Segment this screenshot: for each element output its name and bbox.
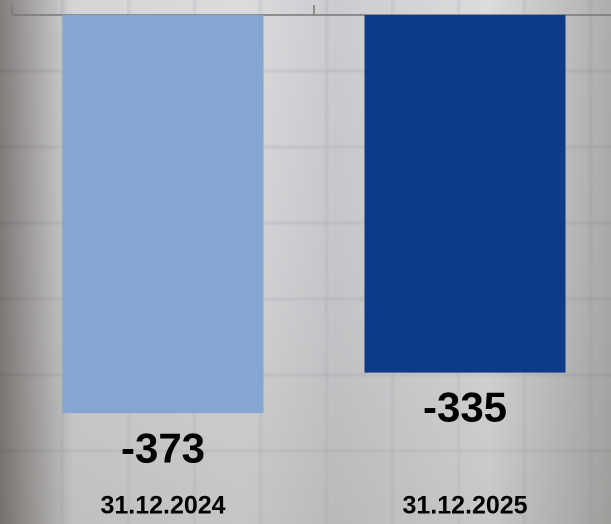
chart: -373 31.12.2024 -335 31.12.2025: [0, 0, 611, 524]
value-label: -335: [423, 384, 507, 431]
value-label: -373: [121, 424, 205, 471]
bar: [63, 15, 264, 413]
x-tick-label: 31.12.2025: [402, 492, 527, 520]
x-tick-label: 31.12.2024: [100, 492, 225, 520]
bar: [365, 15, 566, 373]
screen: -373 31.12.2024 -335 31.12.2025: [0, 0, 611, 524]
